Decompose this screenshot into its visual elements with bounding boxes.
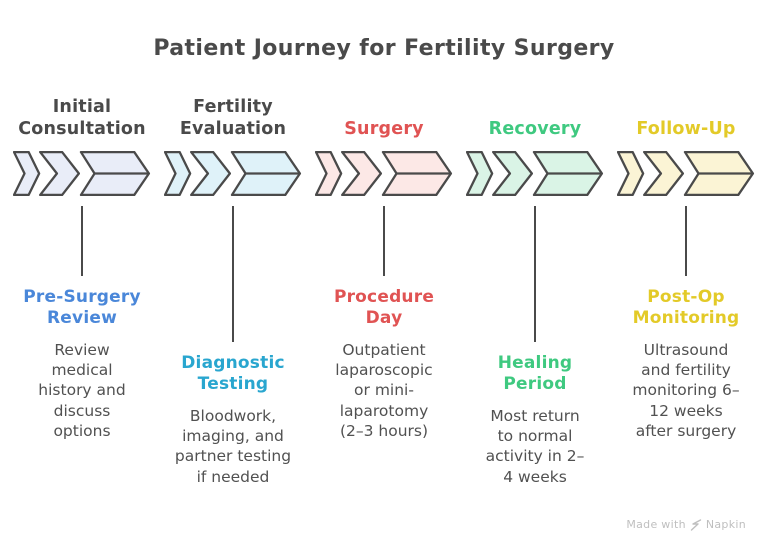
callout-body: Review medical history and discuss optio… xyxy=(38,340,126,441)
stage-column-fertility-evaluation: Fertility Evaluation Diagnostic Testing … xyxy=(159,90,307,487)
stage-title: Follow-Up xyxy=(636,118,736,139)
watermark: Made with Napkin xyxy=(626,518,746,531)
connector-line xyxy=(81,206,83,276)
connector-line xyxy=(685,206,687,276)
callout-body: Ultrasound and fertility monitoring 6– 1… xyxy=(632,340,740,441)
watermark-brand: Napkin xyxy=(705,518,746,531)
napkin-logo-icon xyxy=(690,518,702,531)
chevron-arrows-icon xyxy=(617,151,755,196)
callout-body: Outpatient laparoscopic or mini- laparot… xyxy=(335,340,433,441)
callout-title: Healing Period xyxy=(497,353,573,395)
connector-line xyxy=(232,206,234,342)
watermark-prefix: Made with xyxy=(626,518,686,531)
stage-title: Initial Consultation xyxy=(18,97,146,139)
stage-title: Surgery xyxy=(344,118,424,139)
callout-title: Pre-Surgery Review xyxy=(23,287,141,329)
chevron-arrows-icon xyxy=(466,151,604,196)
connector-line xyxy=(383,206,385,276)
stage-column-surgery: Surgery Procedure Day Outpatient laparos… xyxy=(310,90,458,487)
connector-line xyxy=(534,206,536,342)
stage-title: Fertility Evaluation xyxy=(179,97,287,139)
callout-body: Bloodwork, imaging, and partner testing … xyxy=(174,406,292,486)
page-title: Patient Journey for Fertility Surgery xyxy=(153,36,615,61)
callout-body: Most return to normal activity in 2– 4 w… xyxy=(485,406,585,486)
chevron-arrows-icon xyxy=(164,151,302,196)
stage-column-follow-up: Follow-Up Post-Op Monitoring Ultrasound … xyxy=(612,90,760,487)
callout-title: Procedure Day xyxy=(333,287,435,329)
chevron-arrows-icon xyxy=(13,151,151,196)
chevron-arrows-icon xyxy=(315,151,453,196)
stage-column-initial-consultation: Initial Consultation Pre-Surgery Review … xyxy=(8,90,156,487)
stage-columns: Initial Consultation Pre-Surgery Review … xyxy=(8,90,760,487)
callout-title: Post-Op Monitoring xyxy=(632,287,740,329)
stage-column-recovery: Recovery Healing Period Most return to n… xyxy=(461,90,609,487)
callout-title: Diagnostic Testing xyxy=(181,353,285,395)
stage-title: Recovery xyxy=(488,118,582,139)
